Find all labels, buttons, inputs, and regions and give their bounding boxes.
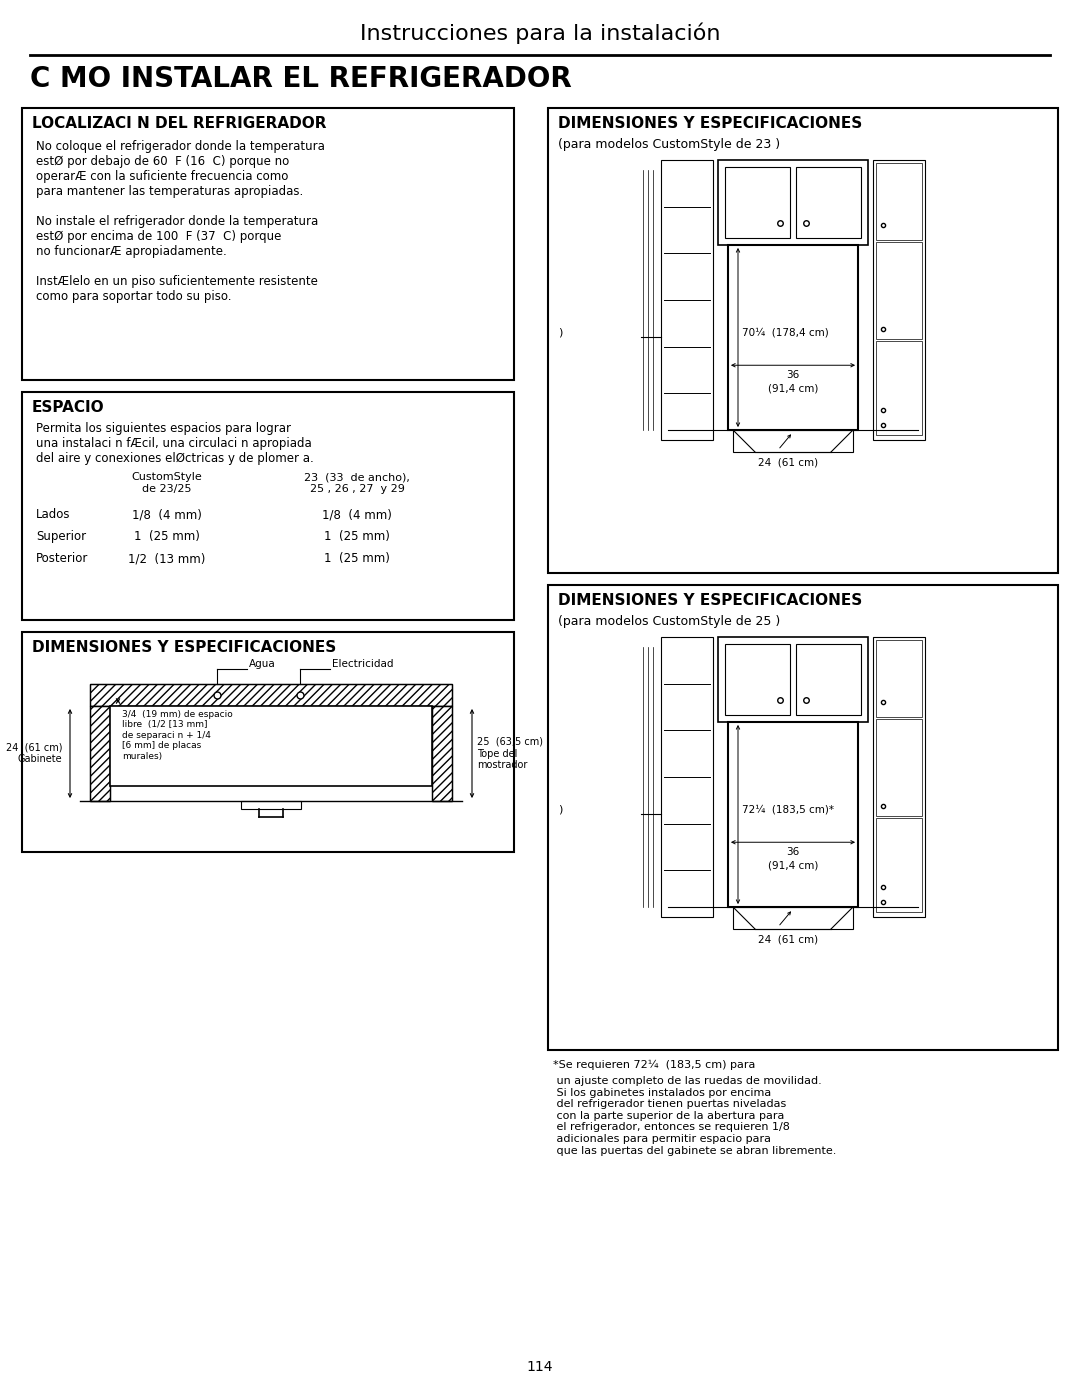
Bar (876, 341, 922, 434)
Bar (733, 430, 853, 452)
Text: un ajuste completo de las ruedas de movilidad.
 Si los gabinetes instalados por : un ajuste completo de las ruedas de movi… (553, 1076, 836, 1156)
Text: 25  (63,5 cm)
Tope del
mostrador: 25 (63,5 cm) Tope del mostrador (477, 737, 543, 770)
Text: 1  (25 mm): 1 (25 mm) (134, 530, 200, 543)
Bar (796, 167, 861, 237)
Text: 36: 36 (786, 371, 799, 380)
Bar (718, 637, 868, 722)
Bar (718, 160, 868, 246)
Text: Superior: Superior (36, 530, 86, 543)
Bar (728, 722, 858, 906)
Text: 1/8  (4 mm): 1/8 (4 mm) (322, 508, 392, 520)
Text: 24  (61 cm)
Gabinete: 24 (61 cm) Gabinete (5, 743, 62, 765)
Bar (876, 242, 922, 339)
Bar (241, 801, 301, 809)
Text: Instrucciones para la instalación: Instrucciones para la instalación (360, 22, 720, 43)
Bar (90, 706, 110, 801)
Text: ESPACIO: ESPACIO (32, 400, 105, 415)
Text: 36: 36 (786, 847, 799, 858)
Text: 72¼  (183,5 cm)*: 72¼ (183,5 cm)* (742, 804, 834, 813)
Bar (725, 644, 789, 715)
Bar (733, 906, 853, 929)
Text: Posterior: Posterior (36, 552, 89, 565)
Text: 24  (61 cm): 24 (61 cm) (758, 457, 818, 466)
Text: Permita los siguientes espacios para lograr
una instalaci n fÆcil, una circulaci: Permita los siguientes espacios para log… (36, 422, 314, 465)
Bar (110, 706, 432, 786)
Text: 70¼  (178,4 cm): 70¼ (178,4 cm) (742, 328, 828, 337)
Text: LOCALIZACI N DEL REFRIGERADOR: LOCALIZACI N DEL REFRIGERADOR (32, 117, 326, 130)
Text: 23  (33  de ancho),
25 , 26 , 27  y 29: 23 (33 de ancho), 25 , 26 , 27 y 29 (305, 472, 410, 494)
Bar (90, 684, 453, 706)
Text: *Se requieren 72¼  (183,5 cm) para: *Se requieren 72¼ (183,5 cm) para (553, 1060, 755, 1070)
Bar (432, 706, 453, 801)
Bar (548, 108, 1058, 573)
Bar (728, 246, 858, 430)
Text: DIMENSIONES Y ESPECIFICACIONES: DIMENSIONES Y ESPECIFICACIONES (32, 640, 336, 655)
Text: (para modelos CustomStyle de 25 ): (para modelos CustomStyle de 25 ) (558, 615, 780, 627)
Bar (22, 108, 514, 380)
Text: 114: 114 (527, 1360, 553, 1374)
Bar (796, 644, 861, 715)
Text: ): ) (558, 328, 563, 337)
Text: 1/8  (4 mm): 1/8 (4 mm) (132, 508, 202, 520)
Text: (91,4 cm): (91,4 cm) (768, 861, 819, 870)
Text: Lados: Lados (36, 508, 70, 520)
Text: DIMENSIONES Y ESPECIFICACIONES: DIMENSIONES Y ESPECIFICACIONES (558, 117, 862, 130)
Bar (876, 162, 922, 240)
Text: DIMENSIONES Y ESPECIFICACIONES: DIMENSIONES Y ESPECIFICACIONES (558, 593, 862, 608)
Bar (876, 719, 922, 816)
Text: 1  (25 mm): 1 (25 mm) (324, 552, 390, 565)
Text: (para modelos CustomStyle de 23 ): (para modelos CustomStyle de 23 ) (558, 137, 780, 151)
Bar (90, 684, 453, 706)
Bar (432, 706, 453, 801)
Bar (661, 160, 713, 440)
Text: Agua: Agua (248, 659, 275, 669)
Bar (548, 584, 1058, 1049)
Bar (873, 160, 924, 440)
Bar (22, 391, 514, 620)
Bar (876, 818, 922, 912)
Text: No coloque el refrigerador donde la temperatura
estØ por debajo de 60  F (16  C): No coloque el refrigerador donde la temp… (36, 140, 325, 303)
Bar (661, 637, 713, 917)
Bar (873, 637, 924, 917)
Bar (22, 632, 514, 852)
Text: Electricidad: Electricidad (332, 659, 393, 669)
Text: 1  (25 mm): 1 (25 mm) (324, 530, 390, 543)
Bar (725, 167, 789, 237)
Text: C MO INSTALAR EL REFRIGERADOR: C MO INSTALAR EL REFRIGERADOR (30, 65, 571, 93)
Text: (91,4 cm): (91,4 cm) (768, 383, 819, 393)
Bar (90, 706, 110, 801)
Text: CustomStyle
de 23/25: CustomStyle de 23/25 (132, 472, 202, 494)
Text: 1/2  (13 mm): 1/2 (13 mm) (129, 552, 205, 565)
Text: 24  (61 cm): 24 (61 cm) (758, 934, 818, 944)
Bar (876, 640, 922, 718)
Text: ): ) (558, 804, 563, 813)
Text: 3/4  (19 mm) de espacio
libre  (1/2 [13 mm]
de separaci n + 1/4
[6 mm] de placas: 3/4 (19 mm) de espacio libre (1/2 [13 mm… (122, 711, 233, 761)
